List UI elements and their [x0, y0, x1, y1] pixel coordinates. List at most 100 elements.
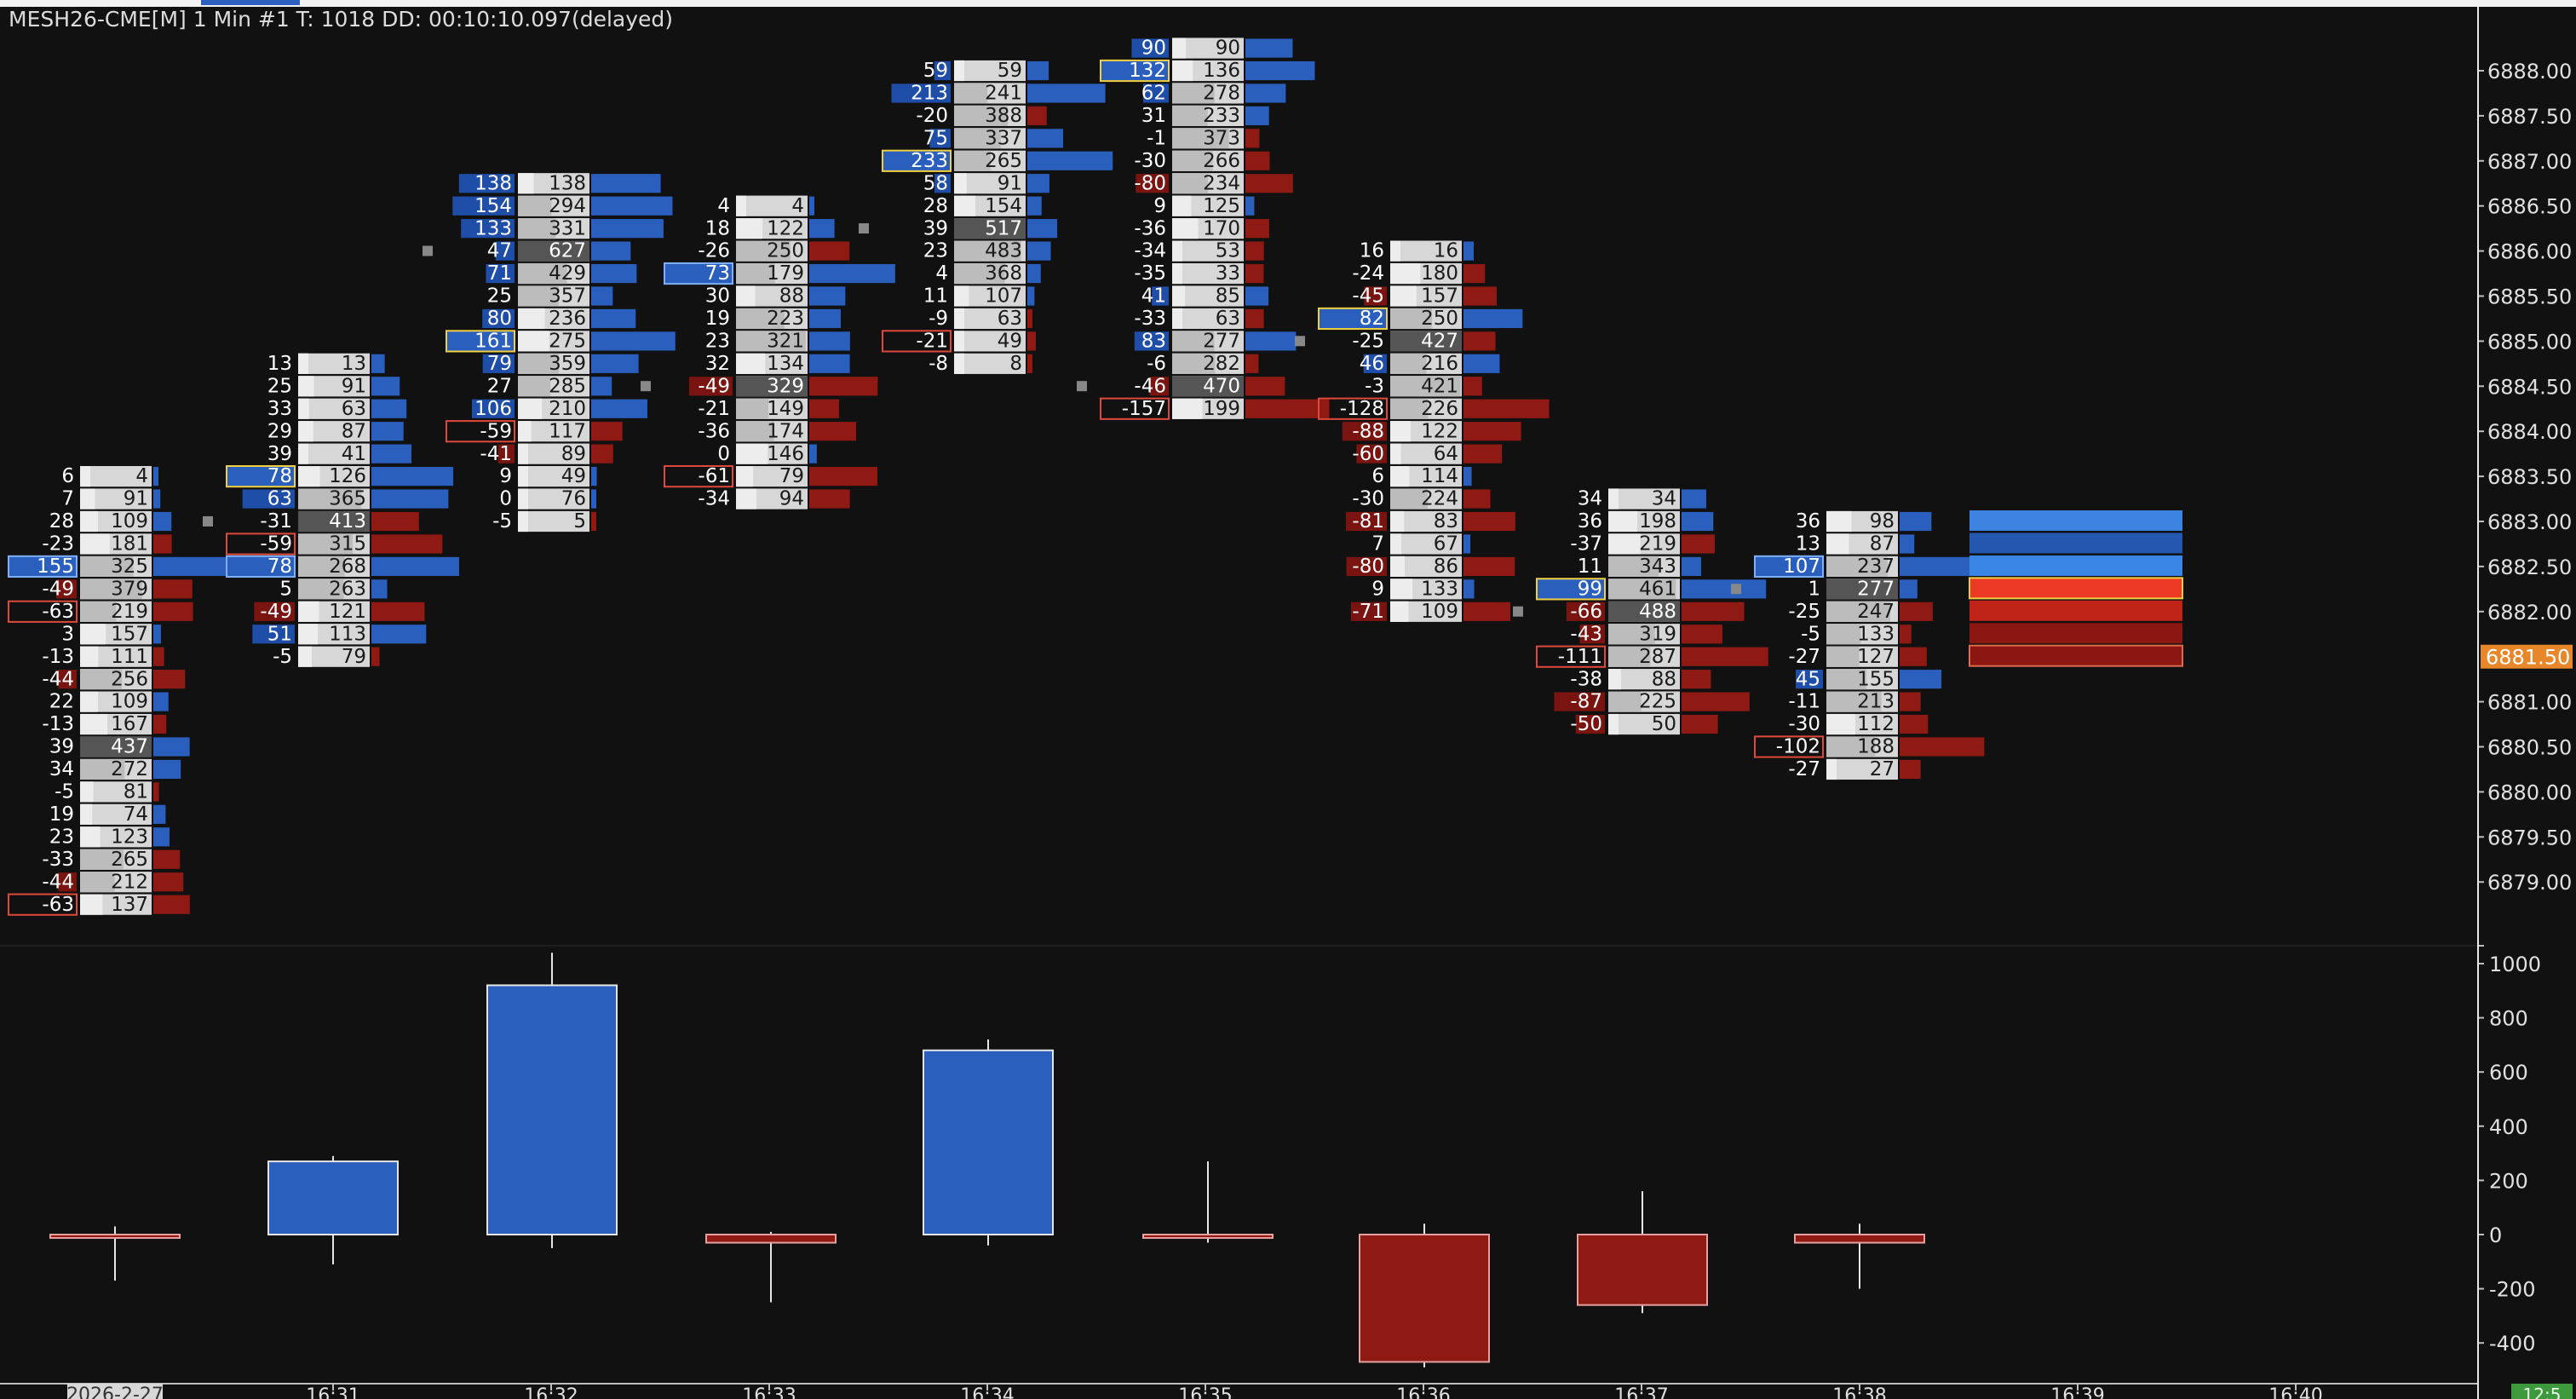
volume-cell [518, 240, 589, 262]
volume-value: 359 [549, 353, 586, 375]
price-label: 6885.00 [2487, 330, 2572, 354]
volume-cell [80, 826, 101, 848]
time-label: 16:31 [306, 1385, 359, 1399]
volume-cell [1608, 488, 1619, 510]
delta-value: 99 [1578, 578, 1602, 600]
volume-cell [1172, 262, 1182, 285]
imbalance-bar [1027, 60, 1049, 81]
imbalance-bar [1027, 263, 1041, 284]
volume-value: 49 [998, 331, 1022, 353]
volume-value: 90 [1216, 37, 1240, 60]
delta-value: 16 [1360, 240, 1384, 262]
volume-value: 263 [329, 578, 366, 600]
volume-value: 4 [791, 195, 804, 217]
delta-value: 6 [61, 465, 74, 487]
volume-cell [1172, 195, 1192, 216]
imbalance-bar [591, 354, 639, 373]
volume-value: 226 [1421, 398, 1458, 420]
volume-value: 122 [1421, 420, 1458, 442]
volume-cell [736, 331, 806, 352]
volume-cell [1826, 758, 1837, 780]
imbalance-bar [1900, 759, 1921, 780]
volume-value: 216 [1421, 353, 1458, 375]
active-tab-marker[interactable] [201, 0, 300, 5]
imbalance-bar [1245, 196, 1255, 216]
imbalance-bar [1463, 399, 1550, 418]
delta-value: -49 [260, 601, 292, 623]
volume-value: 79 [779, 465, 804, 487]
imbalance-bar [371, 647, 380, 666]
volume-cell [736, 285, 756, 307]
volume-cell [518, 218, 556, 239]
volume-cell [298, 376, 314, 397]
delta-value: -44 [42, 871, 74, 893]
delta-value: -59 [260, 533, 292, 556]
volume-cell [954, 308, 964, 330]
candle-body [1359, 1234, 1490, 1363]
delta-highlight [226, 465, 296, 488]
delta-value: -13 [42, 713, 74, 735]
imbalance-bar [153, 467, 158, 486]
price-label: 6887.50 [2487, 105, 2572, 129]
volume-value: 285 [549, 375, 586, 397]
imbalance-bar [1027, 106, 1047, 125]
delta-bar [1142, 83, 1169, 103]
delta-bar [934, 60, 951, 81]
delta-value: 30 [705, 285, 730, 308]
volume-cell [736, 262, 775, 285]
price-label: 6884.50 [2487, 375, 2572, 399]
delta-value: -33 [42, 849, 74, 871]
delta-bar [1136, 174, 1169, 193]
delta-bar [471, 399, 515, 418]
imbalance-bar [1027, 129, 1064, 148]
delta-value: 18 [705, 217, 730, 239]
delta-bar [495, 241, 515, 261]
delta-value: -61 [698, 465, 730, 487]
volume-cell [1390, 285, 1417, 307]
delta-value: 11 [1578, 556, 1602, 578]
volume-cell [518, 443, 528, 464]
volume-value: 470 [1203, 375, 1240, 397]
volume-cell [80, 579, 142, 600]
volume-value: 67 [1434, 533, 1458, 556]
delta-highlight [226, 555, 296, 578]
delta-highlight [226, 533, 296, 556]
volume-cell [1390, 466, 1410, 487]
volume-value: 121 [329, 601, 366, 623]
delta-value: -5 [55, 781, 74, 803]
delta-value: -71 [1352, 601, 1384, 623]
imbalance-bar [809, 399, 839, 418]
imbalance-bar [153, 692, 169, 711]
delta-bar [55, 579, 77, 599]
volume-cell [298, 624, 318, 645]
imbalance-bar [1463, 241, 1474, 261]
delta-value: 78 [267, 465, 292, 487]
delta-candle [1359, 1223, 1490, 1367]
imbalance-bar [1245, 399, 1330, 418]
volume-value: 212 [111, 871, 148, 893]
volume-cell [1608, 533, 1641, 555]
dom-level-bid [1969, 644, 2183, 667]
imbalance-bar [1900, 625, 1912, 644]
volume-value: 319 [1639, 623, 1676, 645]
time-label: 16:39 [2050, 1385, 2104, 1399]
delta-bar [1134, 331, 1169, 351]
candle-body [705, 1234, 837, 1244]
delta-value: 39 [49, 736, 74, 758]
delta-value: -25 [1352, 331, 1384, 353]
volume-value: 277 [1203, 331, 1240, 353]
volume-value: 256 [111, 668, 148, 690]
imbalance-bar [1900, 737, 1985, 757]
badge-box [2511, 1384, 2573, 1399]
delta-value: 80 [487, 308, 512, 330]
volume-value: 357 [549, 285, 586, 308]
delta-candle [1794, 1223, 1925, 1289]
imbalance-bar [1245, 219, 1269, 239]
imbalance-bar [1682, 602, 1745, 621]
volume-cell [736, 421, 774, 442]
imbalance-bar [1682, 489, 1706, 509]
imbalance-bar [1027, 241, 1051, 261]
imbalance-bar [153, 827, 170, 847]
